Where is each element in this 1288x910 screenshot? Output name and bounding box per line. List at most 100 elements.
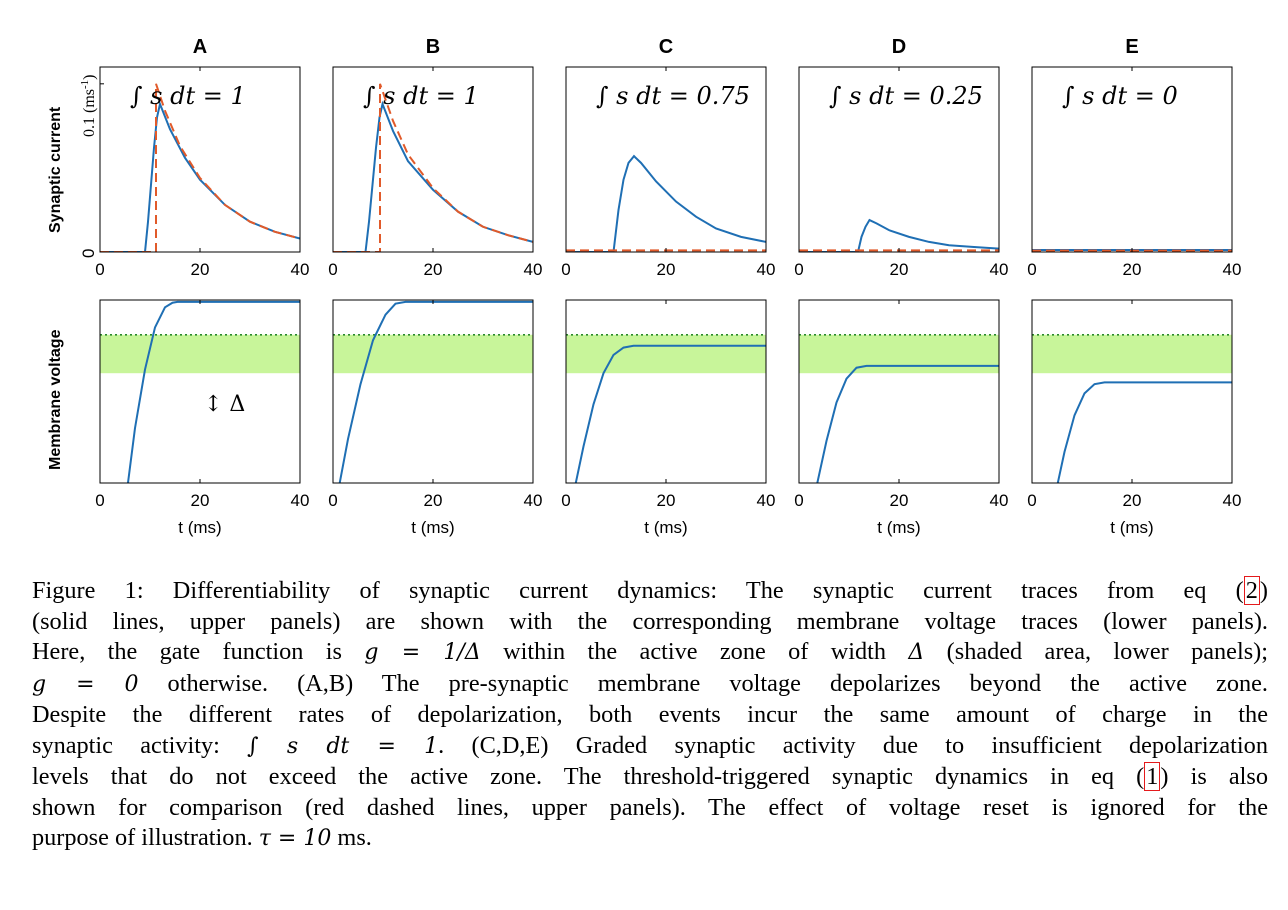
x-tick-label: 40 — [1223, 260, 1242, 279]
solid-trace — [100, 100, 300, 252]
x-tick-label: 40 — [291, 260, 310, 279]
caption-text: ) — [1259, 577, 1268, 604]
x-tick-label: 20 — [657, 491, 676, 510]
caption-text: ) is also — [1160, 763, 1268, 790]
panel-a-current: 0 20 40 A ∫ s dt = 1 — [95, 36, 309, 279]
x-axis-label: t (ms) — [644, 518, 687, 537]
caption-line: shown for comparison (red dashed lines, … — [32, 793, 1268, 824]
active-zone-band — [333, 334, 533, 374]
equation-ref-link[interactable]: 2 — [1243, 576, 1260, 605]
solid-trace — [338, 300, 533, 483]
x-tick-label: 0 — [328, 260, 337, 279]
active-zone-band — [799, 334, 999, 374]
x-tick-label: 20 — [1123, 491, 1142, 510]
solid-trace — [574, 344, 766, 483]
caption-text: otherwise. (A,B) The pre-synaptic membra… — [138, 669, 1268, 697]
x-tick-label: 40 — [757, 491, 776, 510]
panel-b-voltage: 0 20 40 t (ms) — [328, 299, 543, 537]
x-tick-label: 0 — [794, 260, 803, 279]
inline-math: g = 1/Δ — [364, 640, 481, 665]
inline-math: Δ — [908, 640, 925, 665]
caption-text: Here, the gate function is — [32, 638, 365, 665]
axes-frame — [798, 299, 1000, 484]
panel-letter: D — [892, 36, 906, 58]
upper-ylabel-unit: 0.1 (ms-1) — [79, 75, 98, 138]
panel-d-current: 0 20 40 D ∫ s dt = 0.25 — [794, 36, 1008, 279]
x-tick-label: 20 — [1123, 260, 1142, 279]
x-tick-label: 20 — [424, 260, 443, 279]
panel-c-voltage: 0 20 40 t (ms) — [561, 299, 776, 537]
caption-line: levels that do not exceed the active zon… — [32, 762, 1268, 793]
solid-trace — [566, 154, 766, 252]
caption-line: g = 0 otherwise. (A,B) The pre-synaptic … — [32, 669, 1268, 701]
solid-trace — [333, 100, 533, 252]
x-tick-label: 0 — [561, 491, 570, 510]
caption-text: (solid lines, upper panels) are shown wi… — [32, 607, 1268, 635]
integral-annotation: ∫ s dt = 1 — [363, 82, 479, 110]
axes-frame — [99, 299, 301, 484]
caption-text: Figure 1: Differentiability of synaptic … — [32, 577, 1244, 604]
x-tick-label: 0 — [1027, 491, 1036, 510]
panels-root: 0 20 40 A ∫ s dt = 1 0 20 40 B ∫ s dt = 1 0 20 40 C ∫ … — [95, 36, 1241, 537]
equation-ref-link[interactable]: 1 — [1144, 762, 1161, 791]
x-tick-label: 0 — [95, 491, 104, 510]
x-tick-label: 0 — [328, 491, 337, 510]
inline-math: ∫ s dt = 1 — [247, 733, 439, 759]
caption-line: Figure 1: Differentiability of synaptic … — [32, 576, 1268, 607]
x-tick-label: 0 — [561, 260, 570, 279]
x-tick-label: 40 — [524, 260, 543, 279]
x-axis-label: t (ms) — [1110, 518, 1153, 537]
x-tick-label: 0 — [95, 260, 104, 279]
solid-trace — [1056, 381, 1232, 483]
x-tick-label: 40 — [291, 491, 310, 510]
integral-annotation: ∫ s dt = 0.75 — [596, 82, 750, 110]
delta-annotation: ↕ Δ — [204, 392, 245, 417]
axes-frame — [565, 299, 767, 484]
panel-e-current: 0 20 40 E ∫ s dt = 0 — [1027, 36, 1241, 279]
x-tick-label: 20 — [890, 260, 909, 279]
x-tick-label: 40 — [990, 260, 1009, 279]
integral-annotation: ∫ s dt = 0 — [1062, 82, 1178, 110]
inline-math: g = 0 — [32, 671, 139, 697]
dashed-trace — [100, 83, 300, 252]
integral-annotation: ∫ s dt = 0.25 — [829, 82, 983, 110]
active-zone-band — [566, 334, 766, 374]
solid-trace — [799, 218, 999, 252]
panel-b-current: 0 20 40 B ∫ s dt = 1 — [328, 36, 542, 279]
x-axis-label: t (ms) — [877, 518, 920, 537]
x-tick-label: 20 — [657, 260, 676, 279]
caption-text: ms. — [331, 824, 372, 851]
panel-letter: B — [426, 36, 440, 58]
caption-line: (solid lines, upper panels) are shown wi… — [32, 607, 1268, 638]
panel-a-voltage: 0 20 40 t (ms) ↕ Δ — [95, 299, 310, 537]
x-tick-label: 40 — [990, 491, 1009, 510]
active-zone-band — [100, 334, 300, 374]
panel-c-current: 0 20 40 C ∫ s dt = 0.75 — [561, 36, 775, 279]
panel-d-voltage: 0 20 40 t (ms) — [794, 299, 1009, 537]
x-tick-label: 40 — [757, 260, 776, 279]
panel-letter: C — [659, 36, 673, 58]
solid-trace — [126, 300, 300, 483]
caption-text: Despite the different rates of depolariz… — [32, 701, 1268, 728]
active-zone-band — [1032, 334, 1232, 374]
x-tick-label: 40 — [524, 491, 543, 510]
caption-text: levels that do not exceed the active zon… — [32, 763, 1145, 790]
x-tick-label: 20 — [191, 491, 210, 510]
lower-ylabel: Membrane voltage — [47, 329, 64, 470]
x-tick-label: 0 — [794, 491, 803, 510]
inline-math: τ = 10 — [258, 826, 332, 851]
caption-text: (shaded area, lower panels); — [924, 638, 1269, 665]
panel-letter: A — [193, 36, 207, 58]
figure-caption: Figure 1: Differentiability of synaptic … — [32, 576, 1268, 855]
axes-frame — [332, 299, 534, 484]
upper-ylabel: Synaptic current — [47, 106, 64, 233]
x-axis-label: t (ms) — [178, 518, 221, 537]
caption-text: shown for comparison (red dashed lines, … — [32, 793, 1268, 821]
caption-text: purpose of illustration. — [32, 824, 259, 851]
x-tick-label: 20 — [191, 260, 210, 279]
x-tick-label: 40 — [1223, 491, 1242, 510]
axes-frame — [1031, 299, 1233, 484]
x-tick-label: 20 — [890, 491, 909, 510]
upper-y-zero-tick: 0 — [79, 249, 98, 258]
caption-text: . (C,D,E) Graded synaptic activity due t… — [438, 731, 1268, 759]
